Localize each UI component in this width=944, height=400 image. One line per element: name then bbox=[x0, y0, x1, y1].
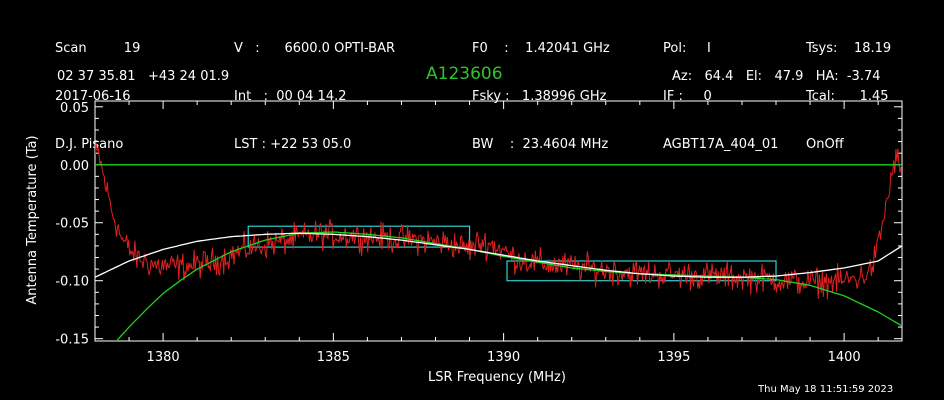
header-col1: Scan 19 2017-06-16 D.J. Pisano bbox=[55, 9, 140, 169]
velocity-label: V : 6600.0 OPTI-BAR bbox=[234, 41, 396, 56]
rest-frequency-label: F0 : 1.42041 GHz bbox=[472, 41, 610, 56]
if-label: IF : 0 bbox=[663, 89, 712, 104]
polarization-label: Pol: I bbox=[663, 41, 711, 56]
source-coordinates: 02 37 35.81 +43 24 01.9 bbox=[57, 69, 230, 84]
data-lines bbox=[95, 142, 902, 341]
axis-ticks: 1380 1385 1390 1395 1400 0.05 0.00 -0.05 -0.10 -0… bbox=[55, 101, 902, 365]
lst-label: LST : +22 53 05.0 bbox=[234, 137, 352, 152]
x-tick-label: 1395 bbox=[657, 350, 690, 365]
bandwidth-label: BW : 23.4604 MHz bbox=[472, 137, 609, 152]
y-tick-label: -0.10 bbox=[55, 275, 89, 290]
plot-frame bbox=[94, 100, 903, 342]
tcal-label: Tcal: 1.45 bbox=[806, 89, 889, 104]
pointing-info: Az: 64.4 El: 47.9 HA: -3.74 bbox=[672, 69, 881, 84]
x-tick-label: 1400 bbox=[828, 350, 861, 365]
header-col3: F0 : 1.42041 GHz Fsky : 1.38996 GHz BW :… bbox=[472, 9, 610, 169]
observer-label: D.J. Pisano bbox=[55, 137, 124, 152]
scan-label: Scan 19 bbox=[55, 41, 141, 56]
baseline-fit-line bbox=[95, 232, 902, 278]
header-col5: Tsys: 18.19 Tcal: 1.45 OnOff bbox=[806, 9, 891, 169]
y-axis-label: Antenna Temperature (Ta) bbox=[25, 135, 40, 304]
x-tick-label: 1380 bbox=[147, 350, 180, 365]
x-tick-label: 1390 bbox=[487, 350, 520, 365]
project-label: AGBT17A_404_01 bbox=[663, 137, 779, 152]
date-label: 2017-06-16 bbox=[55, 89, 131, 104]
fit-region-box bbox=[506, 260, 777, 282]
y-tick-label: 0.00 bbox=[60, 159, 89, 174]
sky-frequency-label: Fsky : 1.38996 GHz bbox=[472, 89, 607, 104]
tsys-label: Tsys: 18.19 bbox=[806, 41, 892, 56]
y-tick-label: 0.05 bbox=[60, 101, 89, 116]
x-axis-label: LSR Frequency (MHz) bbox=[428, 370, 566, 385]
procedure-label: OnOff bbox=[806, 137, 844, 152]
model-fit-line bbox=[115, 231, 902, 341]
x-tick-label: 1385 bbox=[317, 350, 350, 365]
timestamp: Thu May 18 11:51:59 2023 bbox=[758, 384, 894, 395]
integration-label: Int : 00 04 14.2 bbox=[234, 89, 347, 104]
header-col2: V : 6600.0 OPTI-BAR Int : 00 04 14.2 LST… bbox=[234, 9, 395, 169]
object-name: A123606 bbox=[426, 64, 503, 84]
header-col4: Pol: I IF : 0 AGBT17A_404_01 bbox=[663, 9, 778, 169]
y-tick-label: -0.05 bbox=[55, 217, 89, 232]
y-tick-label: -0.15 bbox=[55, 333, 89, 348]
spectrum-line bbox=[95, 142, 902, 300]
